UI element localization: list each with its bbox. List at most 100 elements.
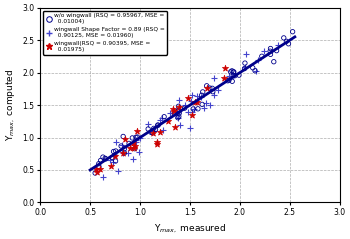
w/o wingwall (RSQ = 0.95967, MSE =
  0.01004) <box>153 127 158 131</box>
w/o wingwall (RSQ = 0.95967, MSE =
  0.01004) <box>290 30 295 34</box>
wingwall(RSQ = 0.90395, MSE =
  0.01975) <box>93 167 98 171</box>
w/o wingwall (RSQ = 0.95967, MSE =
  0.01004) <box>284 39 289 43</box>
w/o wingwall (RSQ = 0.95967, MSE =
  0.01004) <box>236 73 242 77</box>
wingwall(RSQ = 0.90395, MSE =
  0.01975) <box>112 154 118 158</box>
w/o wingwall (RSQ = 0.95967, MSE =
  0.01004) <box>271 60 277 64</box>
w/o wingwall (RSQ = 0.95967, MSE =
  0.01004) <box>200 90 205 94</box>
w/o wingwall (RSQ = 0.95967, MSE =
  0.01004) <box>155 123 161 127</box>
wingwall Shape Factor = 0.89 (RSQ =
  0.90125, MSE = 0.01960) <box>188 126 193 130</box>
Y-axis label: Y$_{max,}$ computed: Y$_{max,}$ computed <box>4 69 17 141</box>
w/o wingwall (RSQ = 0.95967, MSE =
  0.01004) <box>230 79 235 83</box>
wingwall(RSQ = 0.90395, MSE =
  0.01975) <box>108 164 113 168</box>
wingwall Shape Factor = 0.89 (RSQ =
  0.90125, MSE = 0.01960) <box>174 111 180 115</box>
w/o wingwall (RSQ = 0.95967, MSE =
  0.01004) <box>231 74 236 78</box>
w/o wingwall (RSQ = 0.95967, MSE =
  0.01004) <box>204 84 210 88</box>
wingwall Shape Factor = 0.89 (RSQ =
  0.90125, MSE = 0.01960) <box>110 160 116 164</box>
wingwall Shape Factor = 0.89 (RSQ =
  0.90125, MSE = 0.01960) <box>113 140 119 144</box>
wingwall(RSQ = 0.90395, MSE =
  0.01975) <box>171 109 176 113</box>
wingwall(RSQ = 0.90395, MSE =
  0.01975) <box>165 119 170 123</box>
w/o wingwall (RSQ = 0.95967, MSE =
  0.01004) <box>268 52 273 56</box>
w/o wingwall (RSQ = 0.95967, MSE =
  0.01004) <box>176 104 181 108</box>
wingwall Shape Factor = 0.89 (RSQ =
  0.90125, MSE = 0.01960) <box>207 103 212 107</box>
w/o wingwall (RSQ = 0.95967, MSE =
  0.01004) <box>98 159 103 163</box>
wingwall Shape Factor = 0.89 (RSQ =
  0.90125, MSE = 0.01960) <box>151 129 157 133</box>
wingwall Shape Factor = 0.89 (RSQ =
  0.90125, MSE = 0.01960) <box>194 94 200 98</box>
w/o wingwall (RSQ = 0.95967, MSE =
  0.01004) <box>175 109 181 113</box>
wingwall Shape Factor = 0.89 (RSQ =
  0.90125, MSE = 0.01960) <box>134 140 139 144</box>
wingwall(RSQ = 0.90395, MSE =
  0.01975) <box>154 142 160 146</box>
w/o wingwall (RSQ = 0.95967, MSE =
  0.01004) <box>250 66 255 70</box>
Legend: w/o wingwall (RSQ = 0.95967, MSE =
  0.01004), wingwall Shape Factor = 0.89 (RSQ: w/o wingwall (RSQ = 0.95967, MSE = 0.010… <box>43 11 167 55</box>
w/o wingwall (RSQ = 0.95967, MSE =
  0.01004) <box>228 70 233 74</box>
wingwall(RSQ = 0.90395, MSE =
  0.01975) <box>205 86 210 90</box>
w/o wingwall (RSQ = 0.95967, MSE =
  0.01004) <box>268 47 273 50</box>
w/o wingwall (RSQ = 0.95967, MSE =
  0.01004) <box>274 49 279 53</box>
wingwall Shape Factor = 0.89 (RSQ =
  0.90125, MSE = 0.01960) <box>261 49 267 53</box>
w/o wingwall (RSQ = 0.95967, MSE =
  0.01004) <box>120 135 126 138</box>
wingwall Shape Factor = 0.89 (RSQ =
  0.90125, MSE = 0.01960) <box>226 74 232 78</box>
w/o wingwall (RSQ = 0.95967, MSE =
  0.01004) <box>176 111 182 115</box>
w/o wingwall (RSQ = 0.95967, MSE =
  0.01004) <box>113 159 118 163</box>
wingwall Shape Factor = 0.89 (RSQ =
  0.90125, MSE = 0.01960) <box>157 118 163 122</box>
w/o wingwall (RSQ = 0.95967, MSE =
  0.01004) <box>182 106 187 110</box>
w/o wingwall (RSQ = 0.95967, MSE =
  0.01004) <box>231 70 237 74</box>
w/o wingwall (RSQ = 0.95967, MSE =
  0.01004) <box>242 67 247 71</box>
w/o wingwall (RSQ = 0.95967, MSE =
  0.01004) <box>155 123 161 127</box>
wingwall(RSQ = 0.90395, MSE =
  0.01975) <box>132 144 138 148</box>
w/o wingwall (RSQ = 0.95967, MSE =
  0.01004) <box>175 116 181 120</box>
w/o wingwall (RSQ = 0.95967, MSE =
  0.01004) <box>195 107 201 111</box>
w/o wingwall (RSQ = 0.95967, MSE =
  0.01004) <box>242 61 248 65</box>
w/o wingwall (RSQ = 0.95967, MSE =
  0.01004) <box>190 107 196 111</box>
w/o wingwall (RSQ = 0.95967, MSE =
  0.01004) <box>225 79 231 83</box>
w/o wingwall (RSQ = 0.95967, MSE =
  0.01004) <box>150 131 155 135</box>
wingwall Shape Factor = 0.89 (RSQ =
  0.90125, MSE = 0.01960) <box>138 136 143 140</box>
wingwall(RSQ = 0.90395, MSE =
  0.01975) <box>170 107 175 111</box>
w/o wingwall (RSQ = 0.95967, MSE =
  0.01004) <box>148 130 154 134</box>
wingwall(RSQ = 0.90395, MSE =
  0.01975) <box>194 100 199 104</box>
wingwall Shape Factor = 0.89 (RSQ =
  0.90125, MSE = 0.01960) <box>100 175 106 179</box>
w/o wingwall (RSQ = 0.95967, MSE =
  0.01004) <box>210 90 216 94</box>
wingwall(RSQ = 0.90395, MSE =
  0.01975) <box>177 105 182 109</box>
wingwall Shape Factor = 0.89 (RSQ =
  0.90125, MSE = 0.01960) <box>186 110 191 114</box>
wingwall Shape Factor = 0.89 (RSQ =
  0.90125, MSE = 0.01960) <box>190 93 195 97</box>
wingwall Shape Factor = 0.89 (RSQ =
  0.90125, MSE = 0.01960) <box>191 107 197 111</box>
wingwall Shape Factor = 0.89 (RSQ =
  0.90125, MSE = 0.01960) <box>255 58 260 61</box>
w/o wingwall (RSQ = 0.95967, MSE =
  0.01004) <box>286 42 291 46</box>
wingwall Shape Factor = 0.89 (RSQ =
  0.90125, MSE = 0.01960) <box>126 151 131 155</box>
w/o wingwall (RSQ = 0.95967, MSE =
  0.01004) <box>172 112 177 115</box>
wingwall(RSQ = 0.90395, MSE =
  0.01975) <box>150 131 156 135</box>
wingwall Shape Factor = 0.89 (RSQ =
  0.90125, MSE = 0.01960) <box>189 99 194 103</box>
w/o wingwall (RSQ = 0.95967, MSE =
  0.01004) <box>231 70 236 74</box>
wingwall Shape Factor = 0.89 (RSQ =
  0.90125, MSE = 0.01960) <box>136 150 142 154</box>
w/o wingwall (RSQ = 0.95967, MSE =
  0.01004) <box>161 115 167 119</box>
w/o wingwall (RSQ = 0.95967, MSE =
  0.01004) <box>92 171 98 175</box>
wingwall Shape Factor = 0.89 (RSQ =
  0.90125, MSE = 0.01960) <box>145 122 151 126</box>
w/o wingwall (RSQ = 0.95967, MSE =
  0.01004) <box>232 74 238 78</box>
wingwall(RSQ = 0.90395, MSE =
  0.01975) <box>185 96 191 100</box>
w/o wingwall (RSQ = 0.95967, MSE =
  0.01004) <box>207 86 212 90</box>
wingwall(RSQ = 0.90395, MSE =
  0.01975) <box>172 125 177 129</box>
w/o wingwall (RSQ = 0.95967, MSE =
  0.01004) <box>111 150 116 153</box>
w/o wingwall (RSQ = 0.95967, MSE =
  0.01004) <box>199 103 205 106</box>
wingwall(RSQ = 0.90395, MSE =
  0.01975) <box>120 151 126 155</box>
wingwall(RSQ = 0.90395, MSE =
  0.01975) <box>131 141 136 145</box>
wingwall Shape Factor = 0.89 (RSQ =
  0.90125, MSE = 0.01960) <box>119 143 125 147</box>
w/o wingwall (RSQ = 0.95967, MSE =
  0.01004) <box>126 141 132 145</box>
wingwall Shape Factor = 0.89 (RSQ =
  0.90125, MSE = 0.01960) <box>215 88 220 92</box>
X-axis label: Y$_{max,}$ measured: Y$_{max,}$ measured <box>154 223 226 235</box>
wingwall Shape Factor = 0.89 (RSQ =
  0.90125, MSE = 0.01960) <box>133 138 139 142</box>
wingwall(RSQ = 0.90395, MSE =
  0.01975) <box>189 113 195 117</box>
w/o wingwall (RSQ = 0.95967, MSE =
  0.01004) <box>122 147 127 151</box>
wingwall Shape Factor = 0.89 (RSQ =
  0.90125, MSE = 0.01960) <box>120 151 126 154</box>
wingwall Shape Factor = 0.89 (RSQ =
  0.90125, MSE = 0.01960) <box>115 169 121 173</box>
w/o wingwall (RSQ = 0.95967, MSE =
  0.01004) <box>226 78 232 82</box>
w/o wingwall (RSQ = 0.95967, MSE =
  0.01004) <box>130 136 135 140</box>
wingwall Shape Factor = 0.89 (RSQ =
  0.90125, MSE = 0.01960) <box>161 128 166 132</box>
w/o wingwall (RSQ = 0.95967, MSE =
  0.01004) <box>102 156 108 160</box>
wingwall(RSQ = 0.90395, MSE =
  0.01975) <box>154 141 160 144</box>
w/o wingwall (RSQ = 0.95967, MSE =
  0.01004) <box>96 162 101 166</box>
wingwall Shape Factor = 0.89 (RSQ =
  0.90125, MSE = 0.01960) <box>211 76 217 80</box>
wingwall Shape Factor = 0.89 (RSQ =
  0.90125, MSE = 0.01960) <box>177 98 182 102</box>
w/o wingwall (RSQ = 0.95967, MSE =
  0.01004) <box>145 127 151 131</box>
w/o wingwall (RSQ = 0.95967, MSE =
  0.01004) <box>103 157 108 161</box>
